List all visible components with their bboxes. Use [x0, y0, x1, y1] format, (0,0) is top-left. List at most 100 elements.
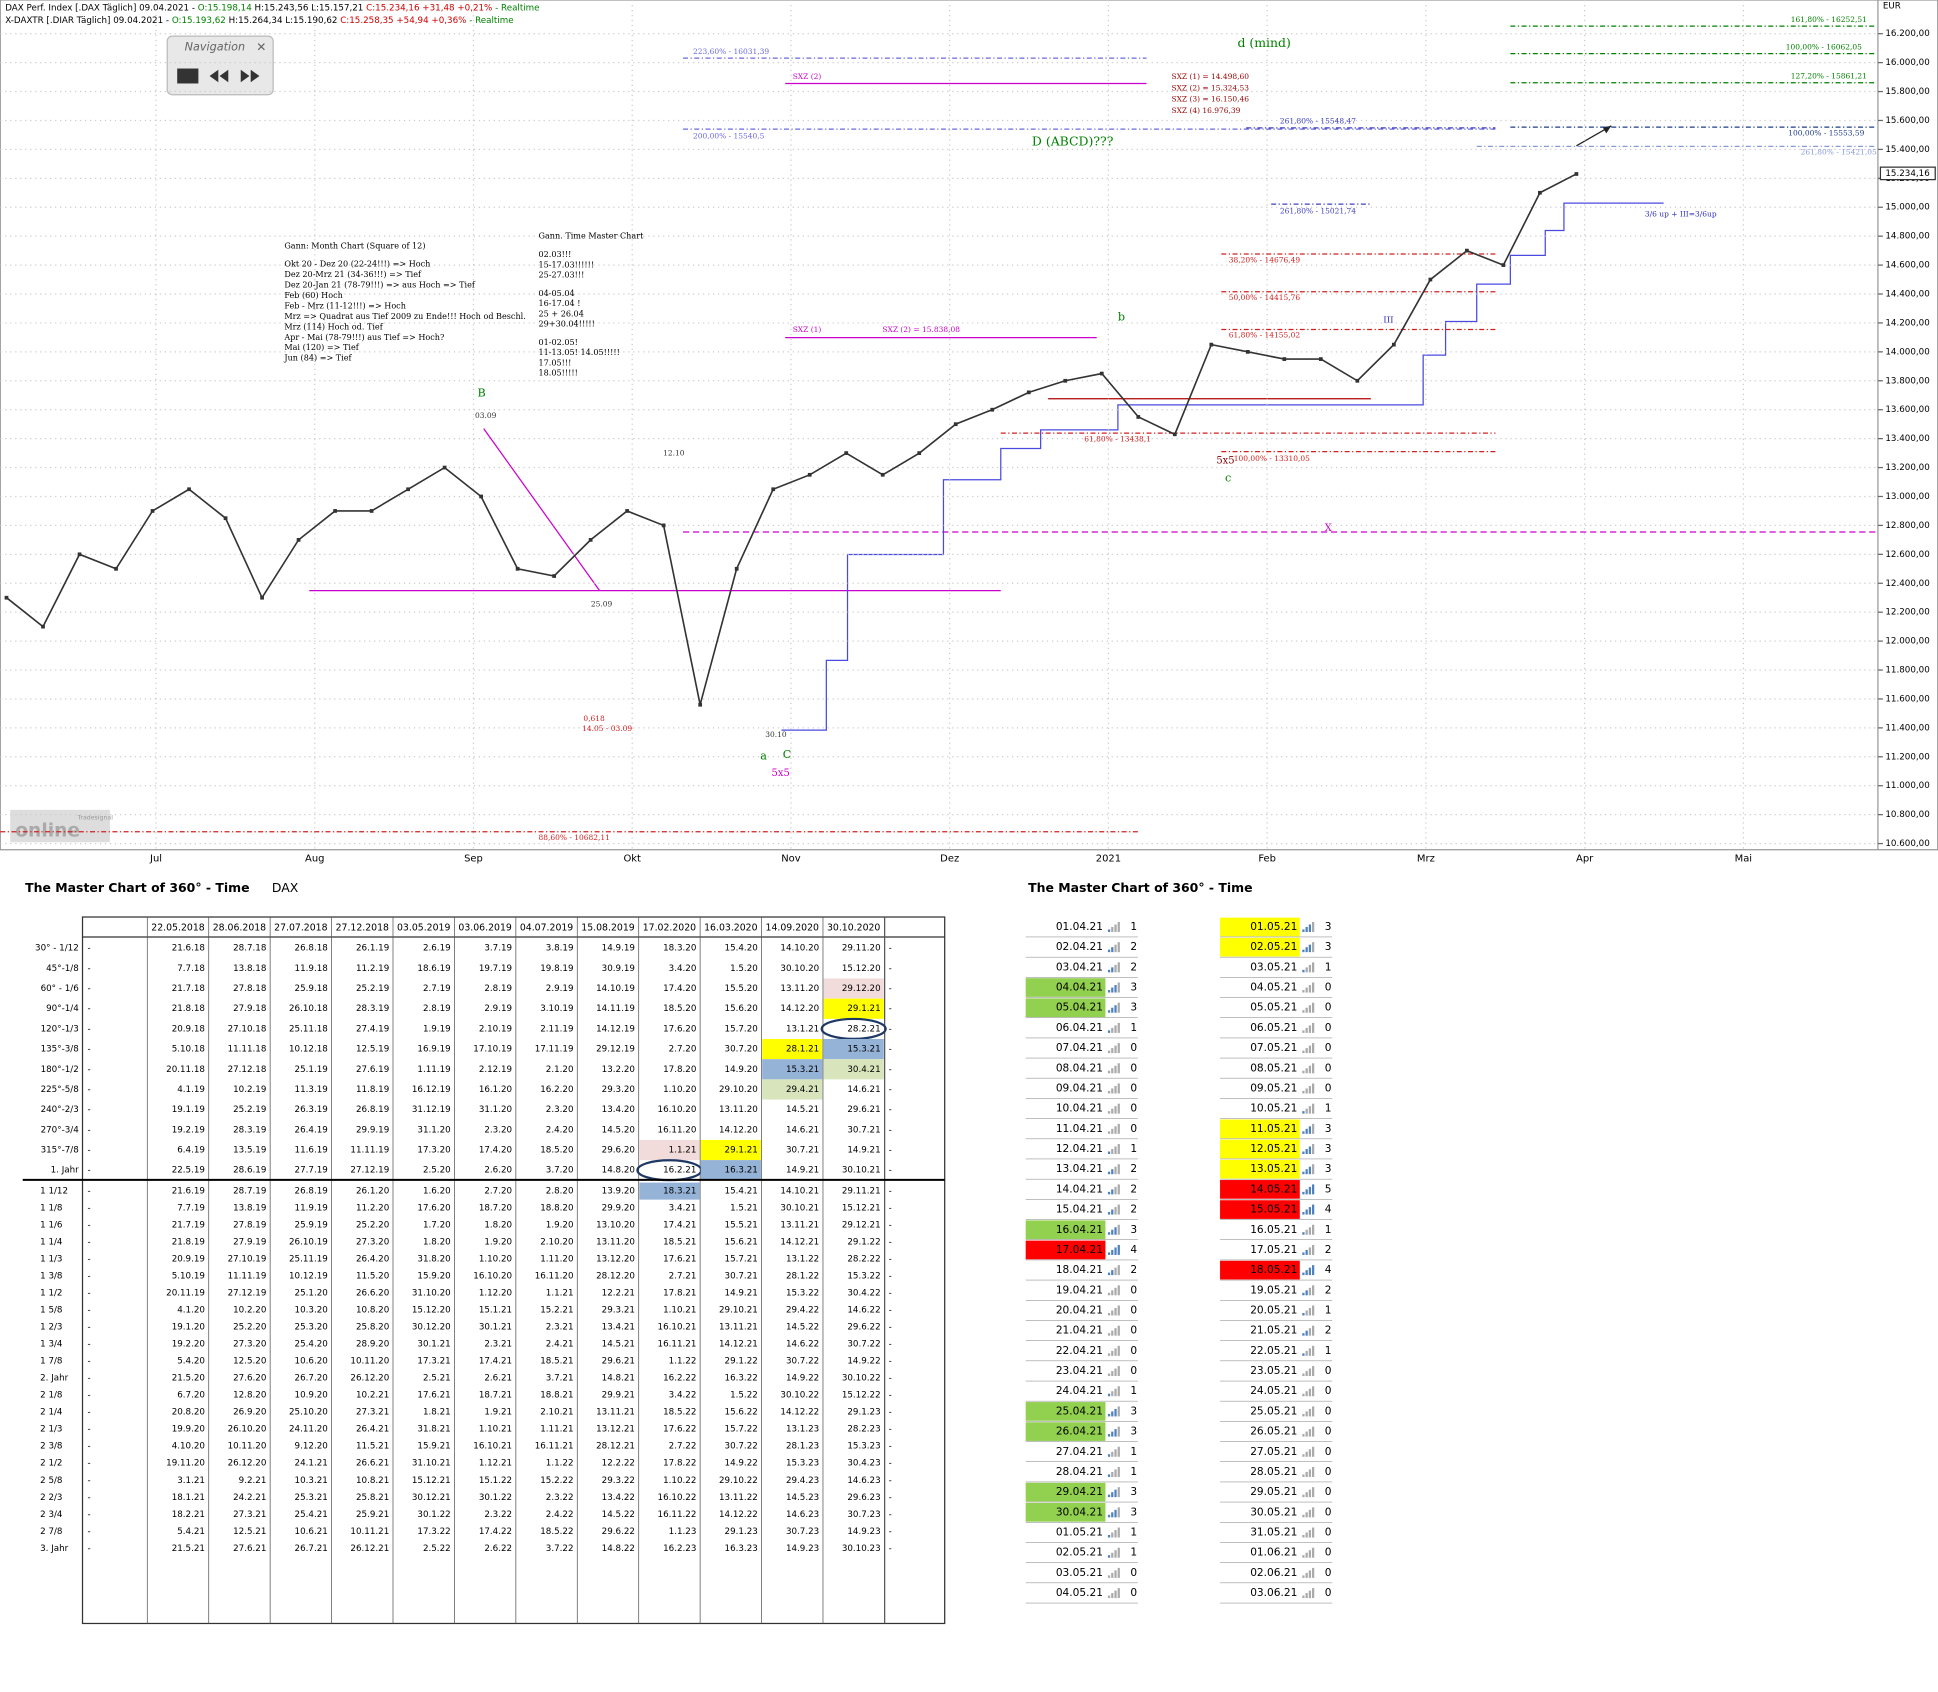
- row-label: 1 1/6: [40, 1221, 62, 1231]
- calendar-date: 20.04.21: [1056, 1304, 1103, 1316]
- annotation: III: [1383, 316, 1393, 326]
- signal-icon: [1305, 1270, 1308, 1276]
- table-cell: 13.12.20: [596, 1255, 635, 1265]
- table-cell: 1.11.19: [417, 1065, 450, 1075]
- signal-icon: [1117, 962, 1120, 973]
- table-cell: 4.10.20: [172, 1442, 205, 1452]
- x-tick-label: Nov: [781, 853, 801, 864]
- table-cell: 3.7.20: [546, 1166, 574, 1176]
- table-cell: 26.10.19: [289, 1238, 328, 1248]
- signal-icon: [1117, 1406, 1120, 1417]
- table-cell: 17.6.20: [417, 1204, 450, 1214]
- table-cell: 29.11.20: [842, 944, 881, 954]
- dash-cell: -: [87, 1544, 90, 1554]
- signal-icon: [1107, 1111, 1111, 1114]
- table-cell: 30.7.23: [786, 1527, 819, 1537]
- dash-cell: -: [889, 1323, 892, 1333]
- grid-button[interactable]: [177, 68, 199, 84]
- table-cell: 29.3.20: [602, 1085, 635, 1095]
- signal-icon: [1305, 1128, 1308, 1134]
- price-point: [953, 422, 958, 427]
- row-label: 1 1/12: [40, 1187, 68, 1197]
- dash-cell: -: [87, 1340, 90, 1350]
- signal-icon: [1114, 1126, 1117, 1134]
- table-cell: 14.8.21: [602, 1374, 635, 1384]
- table-cell: 16.11.21: [535, 1442, 574, 1452]
- signal-icon: [1308, 1126, 1312, 1134]
- row-label: 2 5/8: [40, 1476, 62, 1486]
- table-cell: 1.8.21: [423, 1408, 451, 1418]
- dash-cell: -: [87, 1065, 90, 1075]
- table-cell: 29.1.23: [725, 1527, 758, 1537]
- y-tick-label: 11.600,00: [1885, 694, 1929, 704]
- row-label: 3. Jahr: [40, 1544, 69, 1554]
- date-highlight: [1220, 1200, 1300, 1219]
- calendar-count: 1: [1130, 921, 1137, 933]
- close-icon[interactable]: [257, 43, 265, 51]
- table-cell: 14.12.20: [780, 1004, 819, 1014]
- table-cell: 29.10.21: [719, 1306, 758, 1316]
- dash-cell: -: [87, 1306, 90, 1316]
- table-cell: 16.10.22: [658, 1493, 697, 1503]
- calendar-count: 1: [1325, 1224, 1332, 1236]
- signal-icon: [1308, 1570, 1312, 1578]
- table-cell: 16.3.23: [725, 1544, 758, 1554]
- dash-cell: -: [889, 1085, 892, 1095]
- table-cell: 28.3.19: [356, 1004, 389, 1014]
- signal-icon: [1312, 942, 1315, 953]
- signal-icon: [1308, 1166, 1312, 1175]
- last-price-box: [1879, 166, 1936, 181]
- price-point: [698, 702, 703, 707]
- table-cell: 14.9.22: [847, 1357, 880, 1367]
- gann-month-line: Apr - Mai (78-79!!!) aus Tief => Hoch?: [283, 332, 444, 342]
- row-label: 240°-2/3: [41, 1105, 79, 1115]
- table-cell: 2.11.19: [540, 1024, 573, 1034]
- navigation-widget[interactable]: Navigation: [166, 35, 274, 96]
- signal-icon: [1107, 969, 1111, 973]
- row-label: 225°-5/8: [41, 1085, 79, 1095]
- dash-cell: -: [87, 1289, 90, 1299]
- signal-icon: [1302, 1010, 1305, 1013]
- table-cell: 19.11.20: [166, 1459, 205, 1469]
- signal-icon: [1305, 1532, 1308, 1538]
- row-label: 120°-1/3: [41, 1024, 79, 1034]
- table-cell: 13.1.21: [786, 1024, 819, 1034]
- table-cell: 25.11.18: [289, 1024, 328, 1034]
- signal-icon: [1302, 1474, 1305, 1477]
- signal-icon: [1312, 1527, 1315, 1538]
- y-tick-label: 14.600,00: [1885, 261, 1929, 271]
- signal-icon: [1111, 1229, 1114, 1235]
- table-cell: 11.2.20: [356, 1204, 389, 1214]
- gann-month-line: Mrz => Quadrat aus Tief 2009 zu Ende!!! …: [284, 311, 525, 321]
- header-segment: H:15.243,56 L:15.157,21: [252, 3, 366, 13]
- signal-icon: [1117, 1446, 1120, 1457]
- dash-cell: -: [889, 1125, 892, 1135]
- cell-highlight: [762, 1038, 823, 1060]
- dash-cell: -: [87, 1125, 90, 1135]
- table-cell: 30.7.20: [725, 1045, 758, 1055]
- signal-icon: [1308, 1408, 1312, 1417]
- table-cell: 12.8.20: [233, 1391, 266, 1401]
- column-header: 17.02.2020: [643, 923, 696, 934]
- y-tick-label: 14.800,00: [1885, 232, 1929, 242]
- level-label: 100,00% - 15553,59: [1788, 128, 1864, 137]
- signal-icon: [1111, 1068, 1114, 1074]
- calendar-date: 13.05.21: [1250, 1163, 1297, 1175]
- signal-icon: [1107, 1292, 1111, 1296]
- signal-icon: [1308, 1429, 1312, 1437]
- dash-cell: -: [87, 984, 90, 994]
- calendar-count: 0: [1325, 1385, 1332, 1397]
- table-cell: 17.4.21: [479, 1357, 512, 1367]
- level-label: 261,80% - 15421,05: [1801, 148, 1877, 157]
- dash-cell: -: [87, 1238, 90, 1248]
- table-cell: 13.11.20: [780, 984, 819, 994]
- y-tick-label: 13.000,00: [1885, 492, 1929, 502]
- chart-frame: [0, 0, 1938, 851]
- nav-buttons[interactable]: [209, 69, 260, 83]
- level-label: 61,80% - 14155,02: [1229, 331, 1301, 340]
- signal-icon: [1305, 1068, 1308, 1074]
- price-point: [1063, 378, 1068, 383]
- signal-icon: [1302, 1494, 1305, 1498]
- date-highlight: [1025, 978, 1106, 997]
- gann-time-line: 25-27.03!!!: [539, 270, 585, 280]
